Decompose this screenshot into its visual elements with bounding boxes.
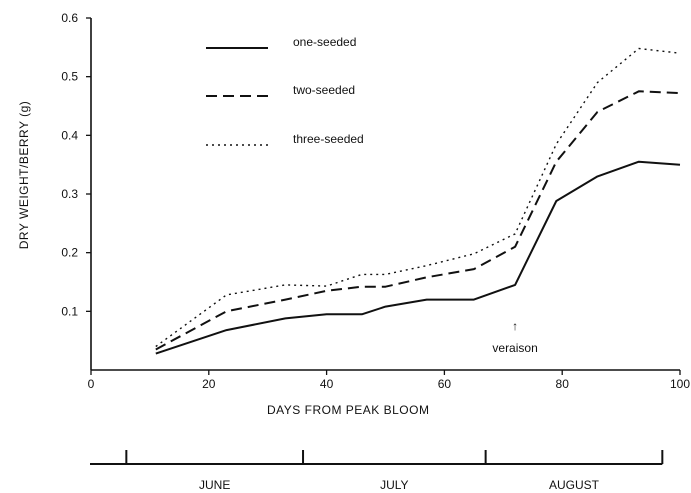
month-timeline: JUNE JULY AUGUST [90,450,664,492]
series-line-one-seeded [155,160,681,355]
x-axis-title: DAYS FROM PEAK BLOOM [267,403,429,417]
series-layer [155,47,681,355]
veraison-label: veraison [492,341,537,355]
x-tick-label: 80 [556,377,570,391]
y-tick-label: 0.1 [61,304,78,318]
month-label: JULY [380,478,408,492]
ticks: 0 20 40 60 80 100 0.1 0.2 0.3 0.4 0.5 0.6 [61,11,690,391]
axes [90,18,680,371]
x-tick-label: 0 [88,377,95,391]
y-tick-label: 0.4 [61,128,78,142]
x-tick-label: 20 [202,377,216,391]
month-label: AUGUST [549,478,600,492]
y-tick-label: 0.2 [61,246,78,260]
x-tick-label: 40 [320,377,334,391]
y-tick-label: 0.5 [61,70,78,84]
y-axis-title: DRY WEIGHT/BERRY (g) [17,101,31,249]
x-tick-label: 60 [438,377,452,391]
series-line-three-seeded [155,47,681,348]
annotation-layer: ↑ veraison [492,319,537,355]
x-tick-label: 100 [670,377,690,391]
legend-label-one-seeded: one-seeded [293,35,356,49]
legend-label-two-seeded: two-seeded [293,83,355,97]
veraison-arrow: ↑ [512,319,518,333]
month-label: JUNE [199,478,230,492]
y-tick-label: 0.3 [61,187,78,201]
legend-label-three-seeded: three-seeded [293,132,364,146]
y-tick-label: 0.6 [61,11,78,25]
legend: one-seeded two-seeded three-seeded [206,35,364,146]
series-line-two-seeded [155,90,681,351]
